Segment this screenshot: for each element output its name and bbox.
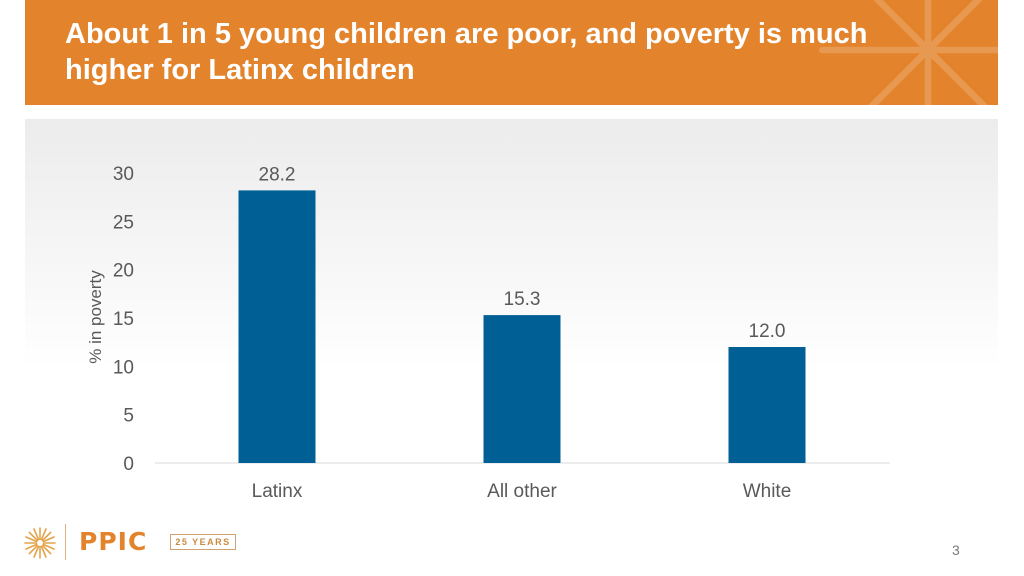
bar xyxy=(483,315,561,463)
page-number: 3 xyxy=(952,542,960,558)
y-tick-label: 30 xyxy=(113,164,134,185)
bar-value-label: 28.2 xyxy=(259,164,296,185)
footer xyxy=(0,515,1024,576)
logo-divider xyxy=(65,524,66,560)
y-tick-label: 15 xyxy=(113,309,134,330)
x-category-label: Latinx xyxy=(252,481,303,502)
bar-chart: 0 5 10 15 20 25 30 % in poverty 28.2 Latinx 15.3… xyxy=(86,164,890,502)
y-tick-label: 0 xyxy=(123,454,134,475)
title-banner: About 1 in 5 young children are poor, an… xyxy=(25,0,998,105)
bar-value-label: 12.0 xyxy=(749,321,786,342)
y-tick-label: 5 xyxy=(123,406,134,427)
slide-title: About 1 in 5 young children are poor, an… xyxy=(65,18,868,86)
y-tick-label: 25 xyxy=(113,212,134,233)
ppic-sun-logo-icon xyxy=(24,527,56,559)
sunburst-decoration-icon xyxy=(819,0,998,105)
ppic-logo-text: PPIC xyxy=(79,527,148,556)
anniversary-badge: 25 YEARS xyxy=(170,534,236,550)
y-tick-label: 10 xyxy=(113,357,134,378)
x-category-label: All other xyxy=(487,481,557,502)
bar xyxy=(728,347,806,463)
bar xyxy=(238,190,316,463)
bar-series: 28.2 Latinx 15.3 All other 12.0 White xyxy=(238,164,806,502)
bar-value-label: 15.3 xyxy=(504,289,541,310)
x-category-label: White xyxy=(743,481,792,502)
y-tick-label: 20 xyxy=(113,261,134,282)
y-axis-ticks: 0 5 10 15 20 25 30 xyxy=(113,164,134,475)
y-axis-label: % in poverty xyxy=(86,270,105,364)
